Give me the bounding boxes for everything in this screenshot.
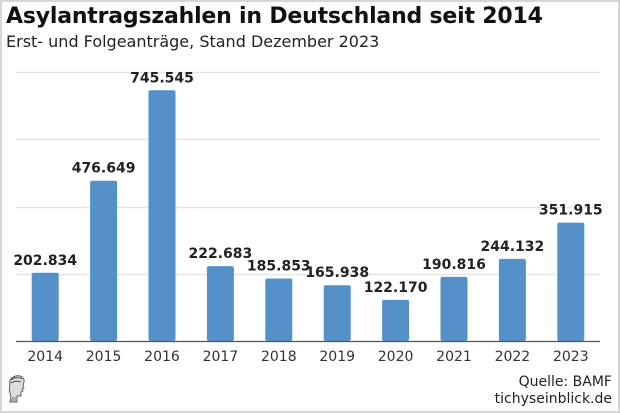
site-label: tichyseinblick.de: [494, 391, 612, 407]
data-label-2015: 476.649: [72, 161, 136, 177]
data-label-2021: 190.816: [422, 257, 486, 273]
bar-2020: [382, 299, 410, 341]
data-label-2014: 202.834: [13, 253, 77, 269]
x-tick-label-2021: 2021: [436, 349, 472, 365]
chart-subtitle: Erst- und Folgeanträge, Stand Dezember 2…: [6, 32, 380, 51]
x-tick-label-2017: 2017: [203, 349, 239, 365]
chart-title: Asylantragszahlen in Deutschland seit 20…: [6, 4, 543, 29]
x-tick-label-2023: 2023: [553, 349, 589, 365]
x-tick-label-2015: 2015: [86, 349, 122, 365]
bar-2014: [31, 272, 59, 341]
data-label-2019: 165.938: [305, 265, 369, 281]
bar-2018: [265, 278, 293, 341]
bar-2015: [90, 180, 118, 341]
data-label-2018: 185.853: [247, 259, 311, 275]
classical-head-logo-icon: [8, 375, 25, 403]
data-label-2020: 122.170: [364, 280, 428, 296]
bar-2021: [440, 276, 468, 341]
bar-2022: [498, 258, 526, 341]
bar-2023: [557, 222, 585, 341]
data-label-2016: 745.545: [130, 70, 194, 86]
data-label-2017: 222.683: [189, 246, 253, 262]
bar-2016: [148, 90, 176, 342]
source-label: Quelle: BAMF: [518, 374, 612, 390]
x-tick-label-2019: 2019: [319, 349, 355, 365]
x-tick-label-2018: 2018: [261, 349, 297, 365]
data-label-2023: 351.915: [539, 203, 603, 219]
x-tick-label-2016: 2016: [144, 349, 180, 365]
bar-2017: [206, 266, 234, 341]
bar-2019: [323, 285, 351, 341]
x-tick-label-2020: 2020: [378, 349, 414, 365]
x-tick-label-2014: 2014: [27, 349, 63, 365]
x-tick-label-2022: 2022: [495, 349, 531, 365]
data-label-2022: 244.132: [481, 239, 545, 255]
